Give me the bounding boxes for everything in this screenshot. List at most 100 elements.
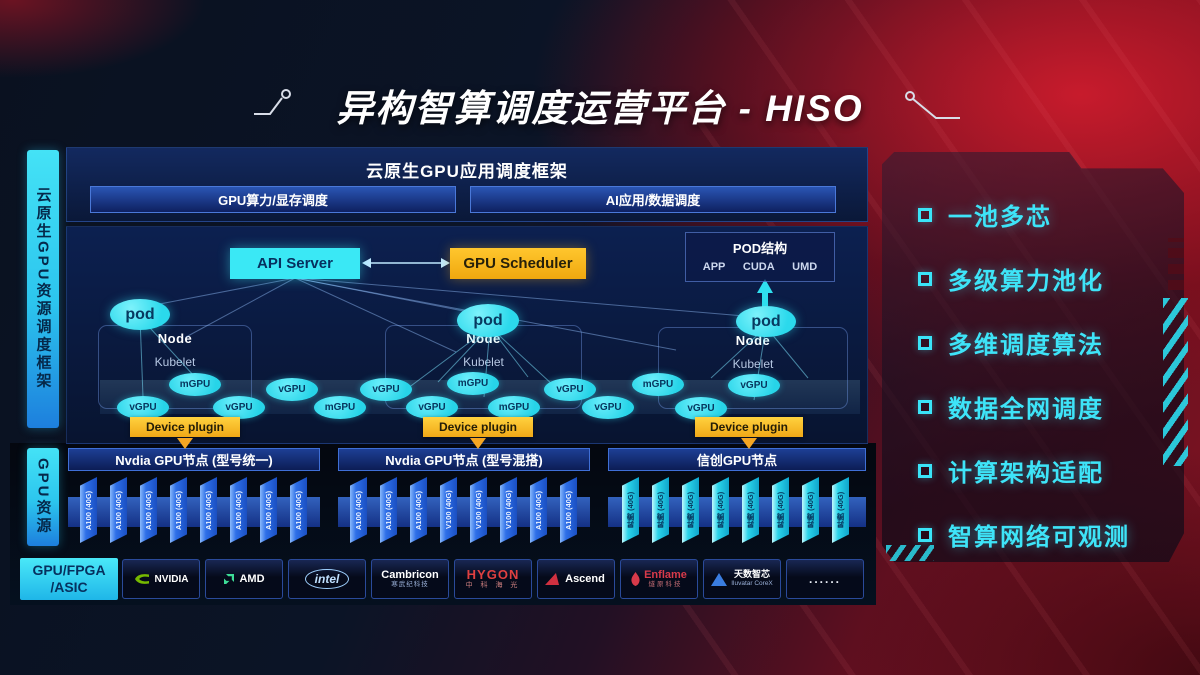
gpu-card: A100 (40G): [230, 477, 247, 543]
down-arrow-icon: [177, 438, 193, 449]
gpu-card: A100 (40G): [110, 477, 127, 543]
gpu-ellipse: vGPU: [544, 378, 596, 401]
gpu-ellipse: vGPU: [728, 374, 780, 397]
pod-ellipse-1: pod: [110, 299, 170, 330]
amd-logo-icon: [224, 574, 235, 584]
kubelet-label: Kubelet: [463, 355, 504, 369]
gpu-node-bar-mixed: Nvdia GPU节点 (型号混搭): [338, 448, 590, 471]
gpu-card: 昇腾 (40G): [622, 477, 639, 543]
gpu-ellipse: vGPU: [675, 397, 727, 420]
corner-stripes-decoration: [886, 545, 934, 561]
iluvatar-logo-icon: [711, 572, 728, 586]
enflame-logo-icon: [631, 572, 640, 586]
hazard-stripes-decoration: [1163, 298, 1188, 466]
gpu-card: 昇腾 (40G): [742, 477, 759, 543]
gpu-ellipse: mGPU: [169, 373, 221, 396]
gpu-card: A100 (40G): [170, 477, 187, 543]
gpu-scheduler-box: GPU Scheduler: [450, 248, 586, 279]
nvidia-logo-icon: [134, 574, 149, 584]
api-server-label: API Server: [257, 255, 333, 272]
pod-layer-app: APP: [702, 261, 726, 273]
framework-header-title: 云原生GPU应用调度框架: [366, 162, 568, 181]
gpu-card: V100 (40G): [470, 477, 487, 543]
vendor-tile-iluvatar: 天数智芯 Iluvatar CoreX: [703, 559, 781, 599]
gpu-ellipse: vGPU: [582, 396, 634, 419]
pod-label: pod: [473, 311, 503, 329]
gpu-ellipse: mGPU: [447, 372, 499, 395]
vendor-tile-amd: AMD: [205, 559, 283, 599]
hardware-types-label: GPU/FPGA /ASIC: [20, 558, 118, 600]
gpu-card: 昇腾 (40G): [712, 477, 729, 543]
gpu-card: A100 (40G): [290, 477, 307, 543]
square-bullet-icon: [918, 335, 932, 350]
lane-label: GPU算力/显存调度: [218, 193, 328, 208]
pod-layer-cuda: CUDA: [742, 261, 775, 273]
features-panel: [882, 152, 1184, 562]
gpu-card: 昇腾 (40G): [802, 477, 819, 543]
feature-item: 计算架构适配: [918, 453, 1104, 488]
gpu-ellipse: mGPU: [314, 396, 366, 419]
device-plugin-2: Device plugin: [423, 417, 533, 437]
down-arrow-icon: [470, 438, 486, 449]
gpu-card: A100 (40G): [80, 477, 97, 543]
down-arrow-icon: [741, 438, 757, 449]
node-title: Node: [157, 331, 193, 346]
gpu-card: A100 (40G): [200, 477, 217, 543]
lane-ai-data-scheduling: AI应用/数据调度: [470, 186, 836, 213]
gpu-card: A100 (40G): [140, 477, 157, 543]
device-plugin-1: Device plugin: [130, 417, 240, 437]
vendor-tile-more: ......: [786, 559, 864, 599]
gpu-card: V100 (40G): [500, 477, 517, 543]
ascend-logo-icon: [545, 573, 564, 585]
gpu-card: 昇腾 (40G): [652, 477, 669, 543]
vendor-tile-nvidia: NVIDIA: [122, 559, 200, 599]
rail-label: 云原生GPU资源调度框架: [34, 187, 52, 391]
lane-gpu-compute-scheduling: GPU算力/显存调度: [90, 186, 456, 213]
card-shelf: [608, 497, 866, 527]
gpu-card: A100 (40G): [380, 477, 397, 543]
rail-gpu-resources: GPU资源: [27, 448, 59, 546]
gpu-node-bar-xinchuang: 信创GPU节点: [608, 448, 866, 471]
square-bullet-icon: [918, 271, 932, 286]
pod-layer-umd: UMD: [792, 261, 818, 273]
feature-item: 数据全网调度: [918, 389, 1104, 424]
gpu-ellipse: vGPU: [266, 378, 318, 401]
square-bullet-icon: [918, 207, 932, 222]
api-server-box: API Server: [230, 248, 360, 279]
gpu-scheduler-label: GPU Scheduler: [463, 255, 573, 272]
gpu-card: 昇腾 (40G): [832, 477, 849, 543]
pod-structure-title: POD结构: [732, 241, 788, 256]
gpu-ellipse: vGPU: [117, 396, 169, 419]
vendor-tile-hygon: HYGON 中 科 海 光: [454, 559, 532, 599]
gpu-ellipse: mGPU: [488, 396, 540, 419]
intel-logo-icon: intel: [304, 569, 350, 589]
title-right-circuit-icon: [905, 91, 960, 119]
feature-item: 一池多芯: [918, 197, 1052, 232]
gpu-card: A100 (40G): [350, 477, 367, 543]
device-plugin-3: Device plugin: [695, 417, 803, 437]
gpu-node-bar-uniform: Nvdia GPU节点 (型号统一): [68, 448, 320, 471]
edge-blocks-decoration: [1168, 238, 1184, 290]
feature-item: 多级算力池化: [918, 261, 1104, 296]
kubelet-label: Kubelet: [732, 357, 774, 371]
gpu-card: A100 (40G): [260, 477, 277, 543]
kubelet-label: Kubelet: [154, 355, 196, 369]
pod-label: pod: [125, 305, 155, 323]
pod-ellipse-3: pod: [736, 306, 796, 337]
gpu-card: A100 (40G): [530, 477, 547, 543]
gpu-ellipse: vGPU: [406, 396, 458, 419]
page-title: 异构智算调度运营平台 - HISO: [336, 88, 864, 129]
feature-item: 多维调度算法: [918, 325, 1104, 360]
vendor-tile-ascend: Ascend: [537, 559, 615, 599]
square-bullet-icon: [918, 463, 932, 478]
gpu-ellipse: mGPU: [632, 373, 684, 396]
rail-label: GPU资源: [34, 458, 52, 536]
rail-cloud-native-gpu-framework: 云原生GPU资源调度框架: [27, 150, 59, 428]
pod-label: pod: [751, 312, 781, 330]
title-left-circuit-icon: [254, 89, 291, 115]
pod-ellipse-2: pod: [457, 304, 519, 337]
gpu-card: 昇腾 (40G): [772, 477, 789, 543]
node-box-1: Node Kubelet: [98, 325, 252, 409]
vendor-tile-intel: intel: [288, 559, 366, 599]
